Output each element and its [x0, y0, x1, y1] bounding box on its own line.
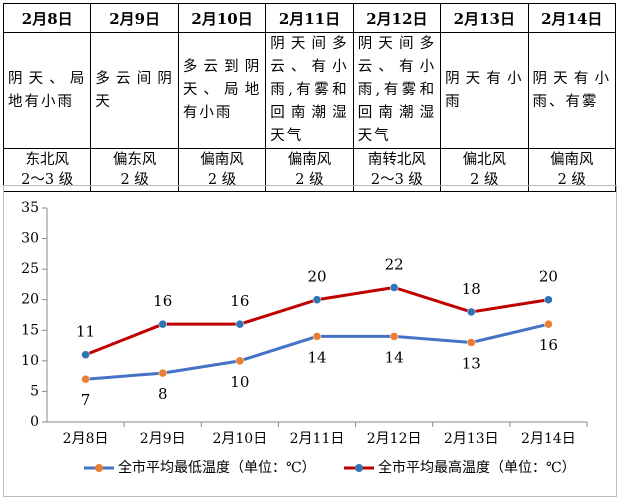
weather-cell: 阴天、局地有小雨: [2, 32, 92, 149]
y-tick-label: 10: [21, 353, 39, 369]
point: [389, 332, 399, 341]
y-tick-label: 0: [30, 414, 39, 430]
weather-cell: 阴天间多云、有小雨,有雾和回南潮湿天气: [352, 32, 442, 149]
y-tick-label: 25: [21, 261, 39, 277]
date-cell: 2月14日: [527, 3, 617, 33]
wind-text: 2～3 级: [370, 172, 423, 188]
weather-cell: 多云间阴天: [90, 32, 179, 149]
wind-cell: 偏南风 2 级: [527, 148, 617, 192]
point: [235, 356, 245, 366]
date-cell: 2月11日: [265, 3, 354, 33]
data-label: 14: [385, 348, 404, 366]
point: [544, 319, 553, 329]
y-tick-label: 5: [30, 383, 39, 399]
point: [467, 307, 476, 317]
date-cell: 2月8日: [2, 3, 92, 33]
x-tick-label: 2月14日: [521, 431, 576, 447]
data-label: 8: [158, 385, 168, 403]
point: [467, 338, 476, 347]
x-tick-label: 2月13日: [444, 431, 499, 447]
point: [312, 332, 322, 341]
legend-label: 全市平均最低温度（单位：℃）: [118, 459, 316, 476]
date-cell: 2月13日: [440, 3, 529, 33]
wind-text: 偏南风: [200, 152, 244, 168]
date-cell: 2月10日: [177, 3, 267, 33]
data-label: 13: [462, 355, 481, 373]
y-tick-label: 15: [21, 322, 39, 338]
weather-table: 2月8日 2月9日 2月10日 2月11日 2月12日 2月13日 2月14日 阴天、局地有小…: [2, 3, 617, 192]
wind-cell: 偏东风 2 级: [90, 148, 179, 192]
point: [312, 295, 322, 304]
data-label: 22: [385, 255, 404, 273]
point: [81, 374, 90, 384]
wind-text: 偏南风: [550, 152, 594, 168]
point: [235, 319, 245, 329]
legend-marker: [355, 464, 363, 472]
data-label: 20: [307, 268, 326, 286]
x-tick-label: 2月9日: [140, 431, 186, 447]
weather-cell: 多云到阴天、局地有小雨: [177, 32, 267, 149]
wind-text: 南转北风: [367, 152, 426, 168]
x-tick-label: 2月8日: [63, 431, 109, 447]
wind-text: 偏南风: [287, 152, 332, 168]
data-label: 10: [230, 373, 249, 391]
wind-text: 2 级: [120, 172, 149, 188]
data-label: 16: [153, 292, 172, 310]
weather-cell: 阴天有小雨、有雾: [527, 32, 617, 149]
wind-cell: 偏南风 2 级: [177, 148, 267, 192]
data-label: 16: [539, 336, 558, 354]
wind-row: 东北风 2～3 级 偏东风 2 级 偏南风 2 级 偏南风 2 级 南转北风 2～3 级 偏北风 2 …: [2, 148, 617, 192]
date-cell: 2月12日: [352, 3, 442, 33]
data-label: 16: [230, 292, 249, 310]
wind-text: 2 级: [295, 172, 324, 188]
x-tick-label: 2月10日: [212, 431, 267, 447]
weather-cell: 阴天间多云、有小雨,有雾和回南潮湿天气: [265, 32, 354, 149]
wind-text: 偏东风: [112, 152, 157, 168]
legend-marker: [95, 464, 103, 472]
point: [81, 350, 90, 359]
point: [389, 283, 399, 292]
y-tick-label: 35: [21, 200, 39, 216]
x-tick-label: 2月12日: [367, 431, 422, 447]
point: [158, 319, 167, 329]
data-label: 7: [81, 391, 91, 409]
wind-cell: 东北风 2～3 级: [2, 148, 92, 192]
weather-cell: 阴天有小雨: [440, 32, 529, 149]
data-label: 18: [462, 280, 481, 298]
wind-text: 2 级: [470, 172, 499, 188]
date-cell: 2月9日: [90, 3, 179, 33]
data-label: 20: [539, 268, 558, 286]
y-tick-label: 30: [21, 231, 39, 247]
legend-label: 全市平均最高温度（单位：℃）: [378, 459, 576, 476]
data-label: 11: [76, 323, 95, 341]
x-tick-label: 2月11日: [290, 431, 345, 447]
wind-text: 2～3 级: [21, 172, 74, 188]
point: [158, 368, 167, 378]
wind-text: 东北风: [25, 152, 69, 168]
wind-text: 2 级: [207, 172, 237, 188]
chart: 0 5 10 15 20 25 30 35 2月8日 2月9日 2月10日 2月11日 2月12日 2月1…: [3, 185, 617, 497]
wind-text: 偏北风: [462, 152, 507, 168]
data-label: 14: [307, 348, 326, 366]
wind-cell: 偏南风 2 级: [265, 148, 354, 192]
wind-text: 2 级: [557, 172, 586, 188]
y-tick-label: 20: [21, 292, 39, 308]
wind-cell: 南转北风 2～3 级: [352, 148, 442, 192]
point: [544, 295, 553, 304]
weather-row: 阴天、局地有小雨 多云间阴天 多云到阴天、局地有小雨 阴天间多云、有小雨,有雾和回南潮…: [2, 32, 617, 149]
header-row: 2月8日 2月9日 2月10日 2月11日 2月12日 2月13日 2月14日: [2, 3, 617, 33]
